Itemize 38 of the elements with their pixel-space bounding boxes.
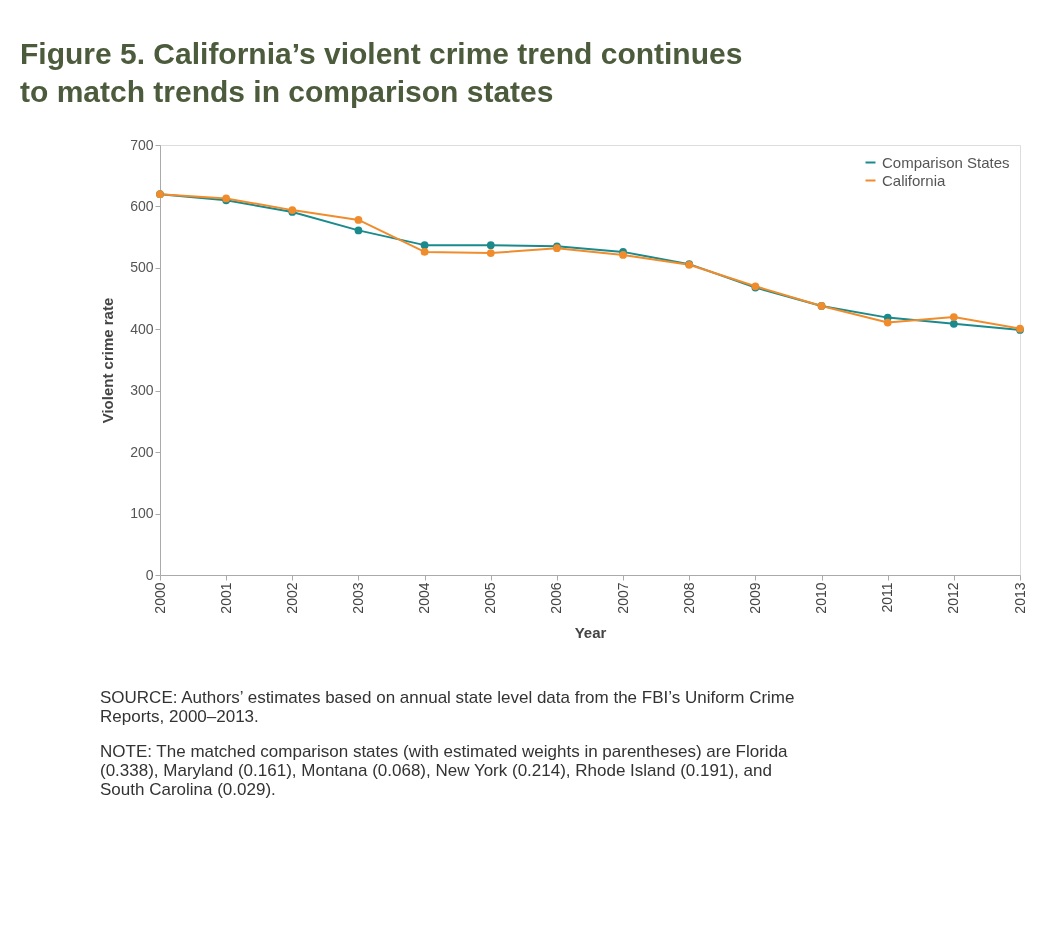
x-tick-label: 2010 <box>813 582 830 614</box>
y-tick-label: 200 <box>130 443 154 460</box>
point <box>486 249 495 257</box>
point <box>420 248 429 256</box>
x-tick-label: 2004 <box>416 582 433 614</box>
x-tick-label: 2003 <box>349 582 366 614</box>
x-tick-label: 2001 <box>217 582 234 614</box>
y-axis-title: Violent crime rate <box>99 297 117 424</box>
x-tick-label: 2008 <box>680 582 697 614</box>
y-tick-label: 0 <box>145 566 154 583</box>
y-tick-label: 500 <box>130 259 154 276</box>
text: NOTE: The matched comparison states (with estimated weights in parentheses) are Florida (0.338), Maryland (0.161), Montana (0.068), New York (0.214), Rhode Island (0.191), and South Carolina (0.029). <box>100 742 789 799</box>
legend-label: Comparison States <box>882 153 1010 171</box>
point <box>949 319 958 328</box>
y-tick-label: 600 <box>130 197 154 214</box>
point <box>354 226 363 235</box>
x-tick-label: 2006 <box>548 582 565 614</box>
x-tick-label: 2007 <box>614 582 631 614</box>
point <box>420 241 429 249</box>
x-tick-label: 2011 <box>879 582 896 613</box>
y-tick-label: 100 <box>130 505 154 522</box>
x-tick-label: 2012 <box>945 582 962 614</box>
x-axis-title: Year <box>574 623 607 641</box>
x-tick-label: 2002 <box>283 582 300 614</box>
point <box>949 313 958 321</box>
x-tick-label: 2013 <box>1011 582 1028 614</box>
point <box>354 216 363 224</box>
source-note: SOURCE: Authors’ estimates based on annual state level data from the FBI’s Uniform Crime Reports, 2000–2013. <box>100 688 795 726</box>
x-tick-label: 2000 <box>151 582 168 614</box>
chart-title: Figure 5. California’s violent crime trend continues to match trends in comparison states <box>20 37 743 108</box>
y-tick-label: 400 <box>130 320 154 337</box>
x-tick-label: 2005 <box>482 582 499 614</box>
x-tick-label: 2009 <box>746 582 763 614</box>
point <box>486 241 495 249</box>
legend-label: California <box>882 171 947 189</box>
y-tick-label: 700 <box>130 136 154 153</box>
y-tick-label: 300 <box>130 382 154 399</box>
point <box>883 318 892 327</box>
